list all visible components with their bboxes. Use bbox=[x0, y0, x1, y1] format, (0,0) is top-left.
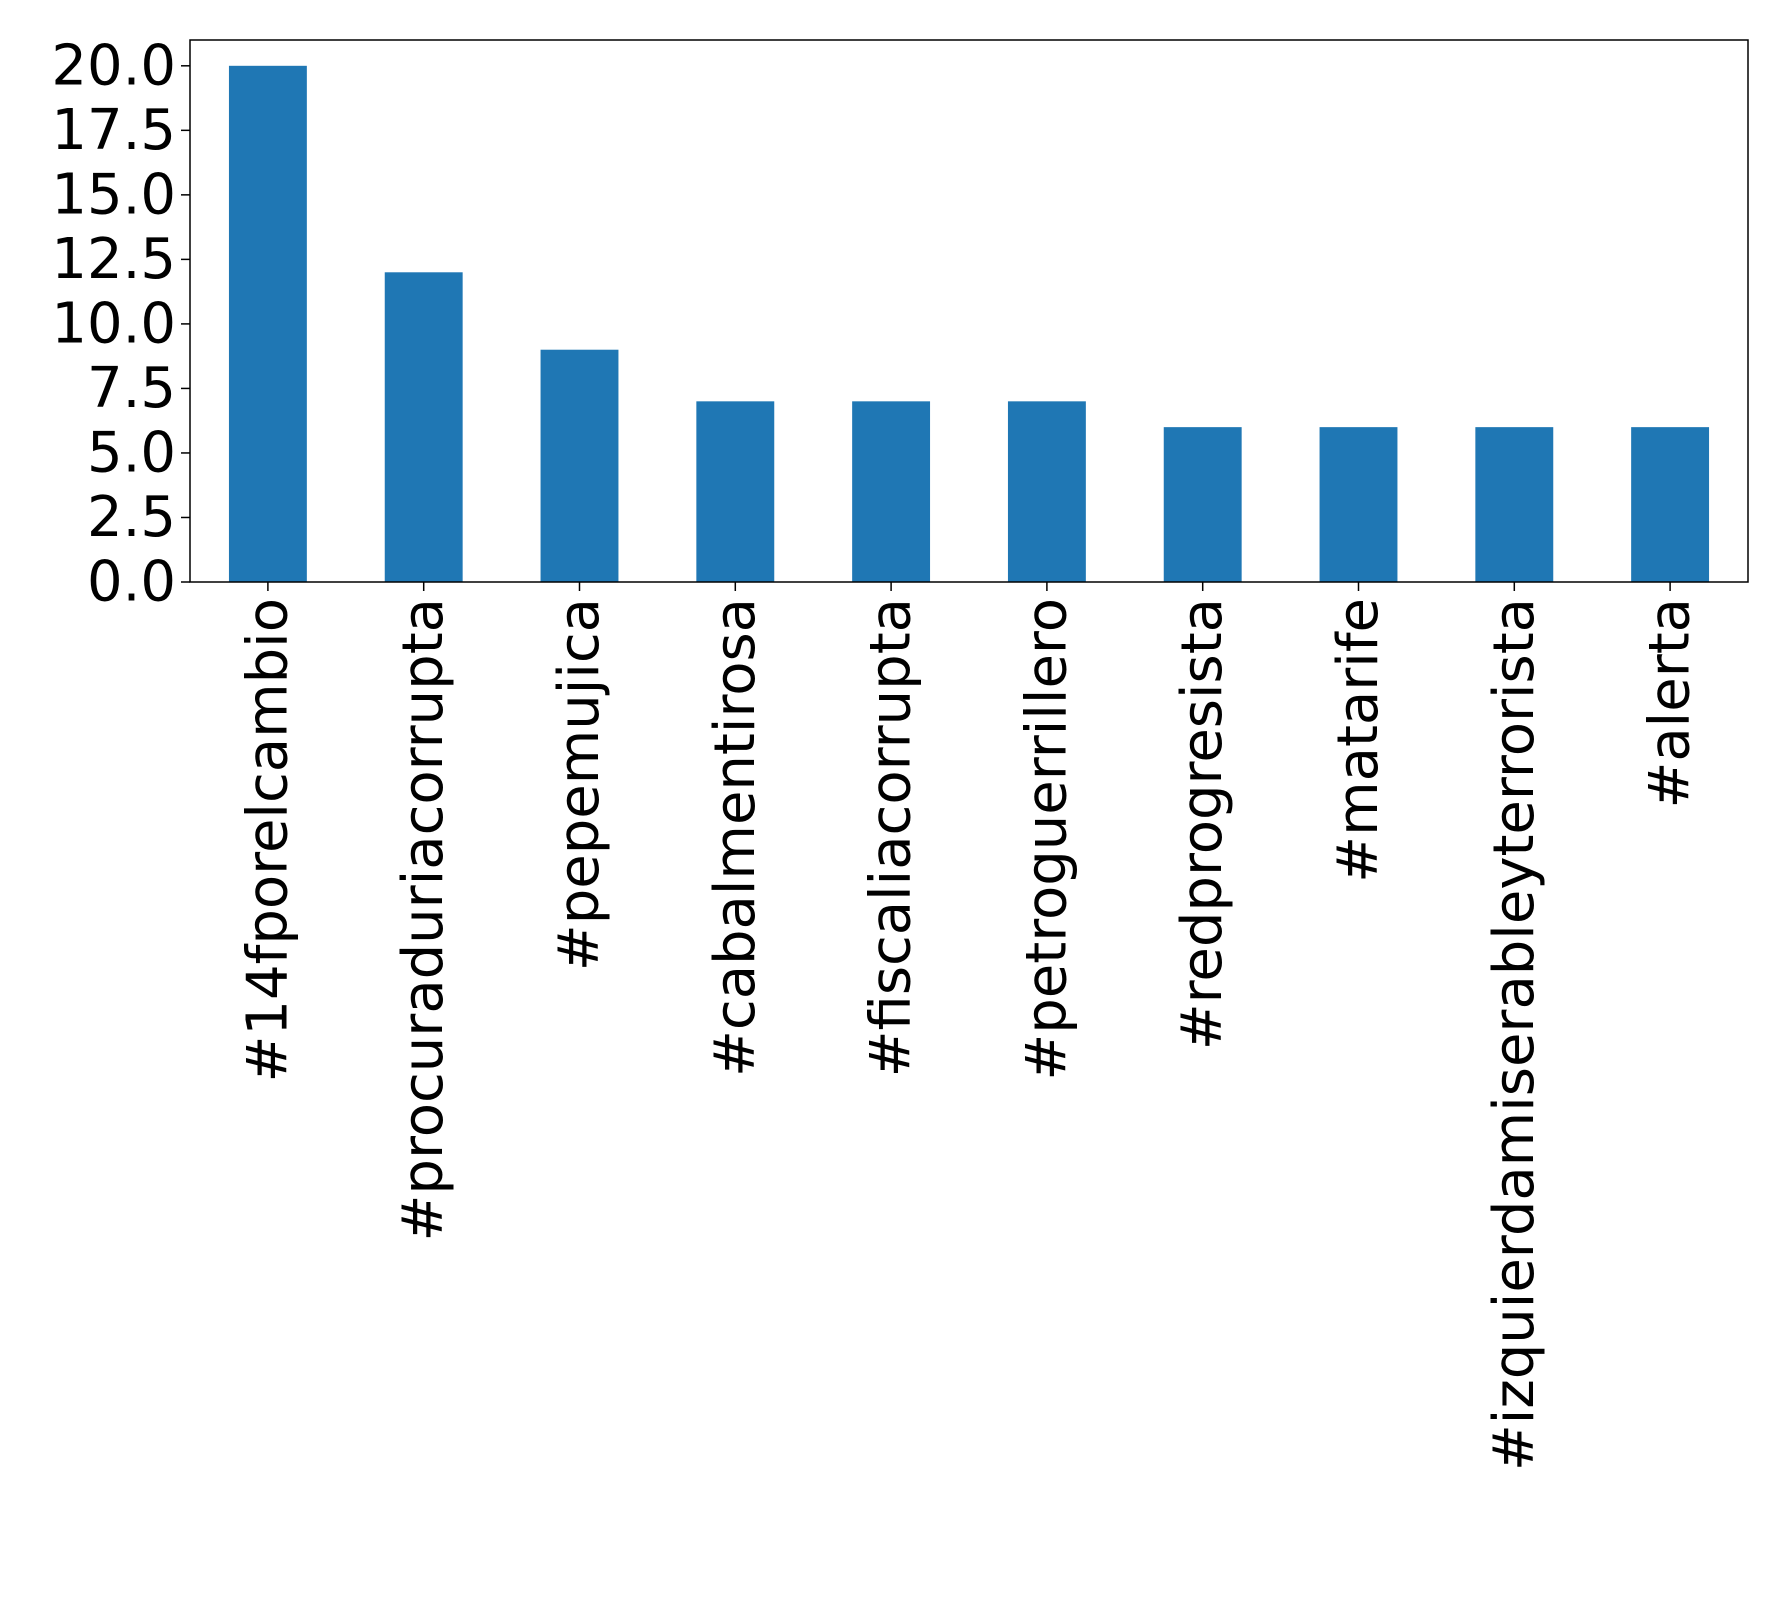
x-tick-label-alerta: #alerta bbox=[1638, 598, 1703, 809]
bar-alerta bbox=[1631, 427, 1710, 582]
y-tick-label: 20.0 bbox=[51, 33, 176, 98]
x-tick-label-cabalmentirosa: #cabalmentirosa bbox=[703, 598, 768, 1077]
y-tick-label: 12.5 bbox=[51, 227, 176, 292]
y-tick-label: 10.0 bbox=[51, 291, 176, 356]
x-tick-label-procuraduriacorrupta: #procuraduriacorrupta bbox=[391, 598, 456, 1242]
y-axis: 0.02.55.07.510.012.515.017.520.0 bbox=[51, 33, 190, 615]
y-tick-label: 0.0 bbox=[87, 550, 176, 615]
x-tick-label-petroguerrillero: #petroguerrillero bbox=[1014, 598, 1079, 1081]
bars-layer bbox=[228, 65, 1710, 582]
bar-petroguerrillero bbox=[1007, 401, 1086, 582]
y-tick-label: 5.0 bbox=[87, 420, 176, 485]
y-tick-label: 7.5 bbox=[87, 356, 176, 421]
y-tick-label: 17.5 bbox=[51, 98, 176, 163]
x-tick-label-matarife: #matarife bbox=[1326, 598, 1391, 883]
x-tick-label-14fporelcambio: #14fporelcambio bbox=[235, 598, 300, 1083]
bar-procuraduriacorrupta bbox=[384, 272, 463, 582]
bar-fiscaliacorrupta bbox=[852, 401, 931, 582]
y-tick-label: 15.0 bbox=[51, 162, 176, 227]
x-tick-label-izquierdamiserableyterrorista: #izquierdamiserableyterrorista bbox=[1482, 598, 1547, 1471]
x-tick-label-redprogresista: #redprogresista bbox=[1170, 598, 1235, 1050]
bar-cabalmentirosa bbox=[696, 401, 775, 582]
bar-matarife bbox=[1319, 427, 1398, 582]
bar-14fporelcambio bbox=[228, 65, 307, 582]
y-tick-label: 2.5 bbox=[87, 485, 176, 550]
plot-frame bbox=[189, 39, 1749, 583]
bar-redprogresista bbox=[1163, 427, 1242, 582]
bar-pepemujica bbox=[540, 349, 619, 582]
x-tick-label-fiscaliacorrupta: #fiscaliacorrupta bbox=[859, 598, 924, 1077]
bar-izquierdamiserableyterrorista bbox=[1475, 427, 1554, 582]
x-axis: #14fporelcambio #procuraduriacorrupta #pep… bbox=[235, 582, 1703, 1471]
x-tick-label-pepemujica: #pepemujica bbox=[547, 598, 612, 971]
